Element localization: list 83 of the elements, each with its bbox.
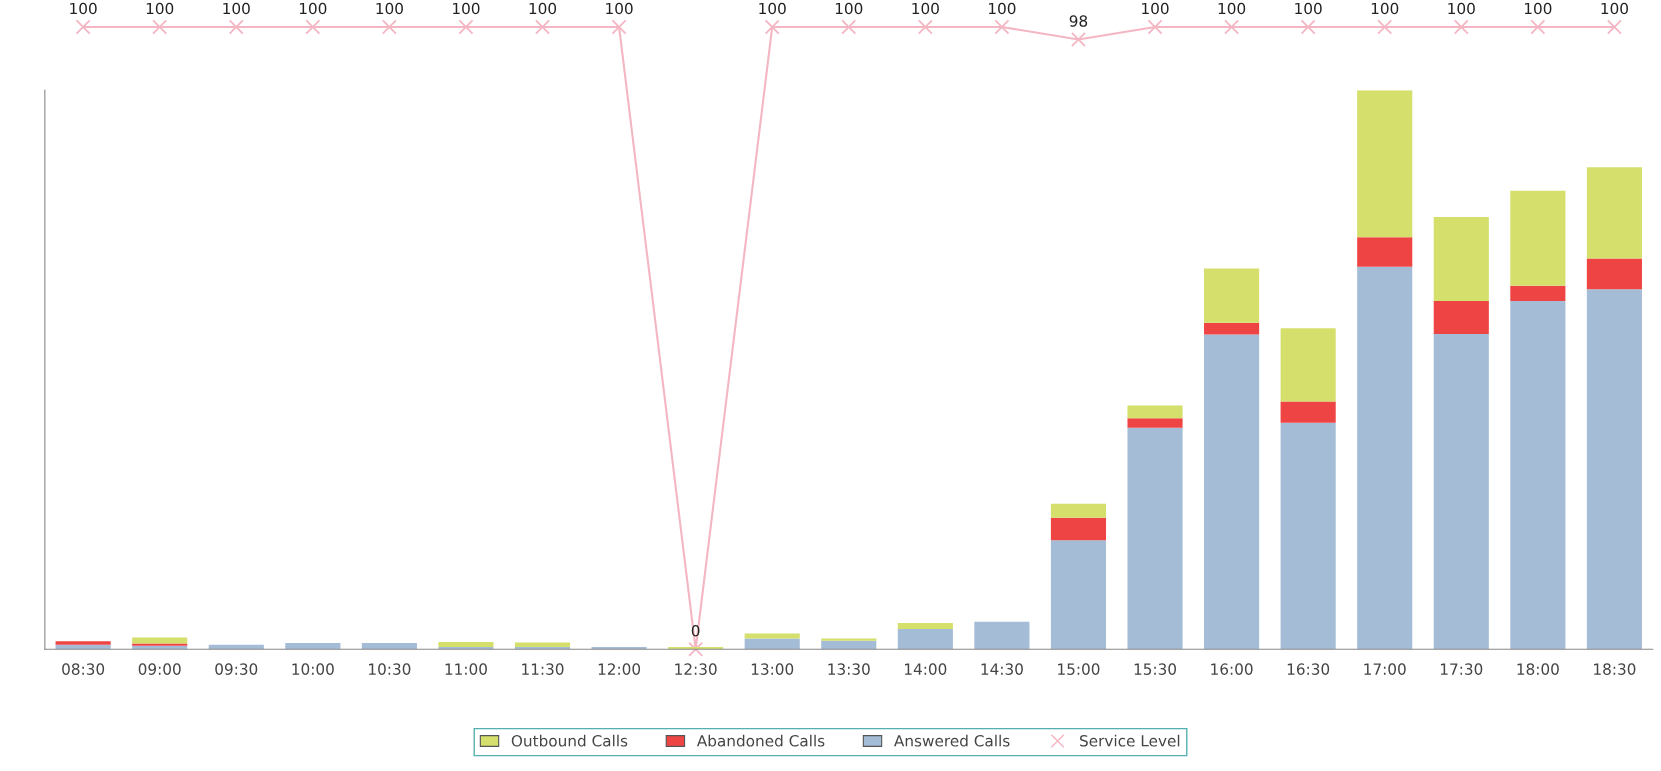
bar [1050,517,1107,541]
bar [285,643,341,650]
bar [821,640,877,650]
legend-label: Service Level [1080,734,1180,747]
bar [1586,289,1642,650]
data-label: 98 [1069,15,1088,27]
data-label: 100 [146,2,174,15]
bar [897,622,953,630]
bar [1204,268,1260,323]
data-label: 100 [1371,2,1399,15]
x-tick-label: 16:00 [1211,663,1253,675]
legend-label: Abandoned Calls [696,734,825,747]
x-tick-label: 09:00 [138,663,181,675]
data-label: 100 [1142,2,1169,15]
x-tick-label: 11:30 [522,663,564,675]
x-tick-label: 13:30 [828,663,870,675]
bar [1050,503,1107,518]
bar [55,641,111,645]
bar [1050,540,1107,650]
data-label: 100 [453,2,480,15]
bar [1127,427,1183,650]
bar [1510,285,1566,301]
data-label: 100 [376,2,403,15]
bar [1357,266,1413,650]
bar [1127,418,1183,428]
bar [1280,422,1336,650]
bar [1204,334,1260,650]
bar [132,637,188,644]
bar [1280,328,1336,402]
bar [744,633,800,639]
data-label: 100 [759,2,786,15]
data-label: 100 [1448,2,1475,15]
bar [514,642,571,647]
data-label: 0 [691,624,700,637]
bar [1586,258,1642,290]
bar [1510,300,1566,650]
bar [1433,217,1489,301]
bar [1280,401,1336,423]
bar [1433,333,1489,650]
data-label: 100 [912,2,939,15]
data-label: 100 [70,2,97,15]
x-tick-label: 16:30 [1287,663,1330,675]
x-tick-label: 12:30 [675,663,717,675]
bar [897,629,953,650]
data-label: 100 [299,2,327,15]
x-tick-label: 10:30 [369,663,411,675]
bar [974,621,1030,650]
data-label: 100 [835,2,863,15]
bar [1357,90,1413,238]
x-tick-label: 08:30 [62,663,105,675]
data-label: 100 [989,2,1016,15]
data-label: 100 [1524,2,1552,15]
bar [438,646,494,650]
bar [1510,190,1566,286]
x-tick-label: 14:30 [981,663,1023,675]
data-label: 100 [606,2,633,15]
x-tick-label: 17:30 [1440,663,1483,675]
bar [1586,167,1642,259]
x-tick-label: 15:30 [1134,663,1177,675]
data-label: 100 [1601,2,1628,15]
x-tick-label: 11:00 [445,663,487,675]
x-tick-label: 12:00 [598,663,641,675]
x-tick-label: 18:00 [1517,663,1559,675]
legend-label: Answered Calls [894,734,1010,747]
legend-label: Outbound Calls [511,734,628,747]
bar [1357,237,1413,267]
x-tick-label: 15:00 [1058,663,1100,675]
data-label: 100 [1218,2,1246,15]
bar [361,643,417,650]
x-tick-label: 18:30 [1594,663,1636,675]
x-tick-label: 10:00 [292,663,334,675]
x-tick-label: 14:00 [905,663,947,675]
x-tick-label: 13:00 [751,663,794,675]
x-tick-label: 17:00 [1364,663,1406,675]
data-label: 100 [223,2,250,15]
data-label: 100 [1295,2,1322,15]
bar [744,638,800,650]
bar [1204,322,1260,335]
bar [438,641,494,647]
bar [1433,300,1489,334]
bar [1127,405,1183,419]
x-tick-label: 09:30 [215,663,258,675]
data-label: 100 [529,2,557,15]
